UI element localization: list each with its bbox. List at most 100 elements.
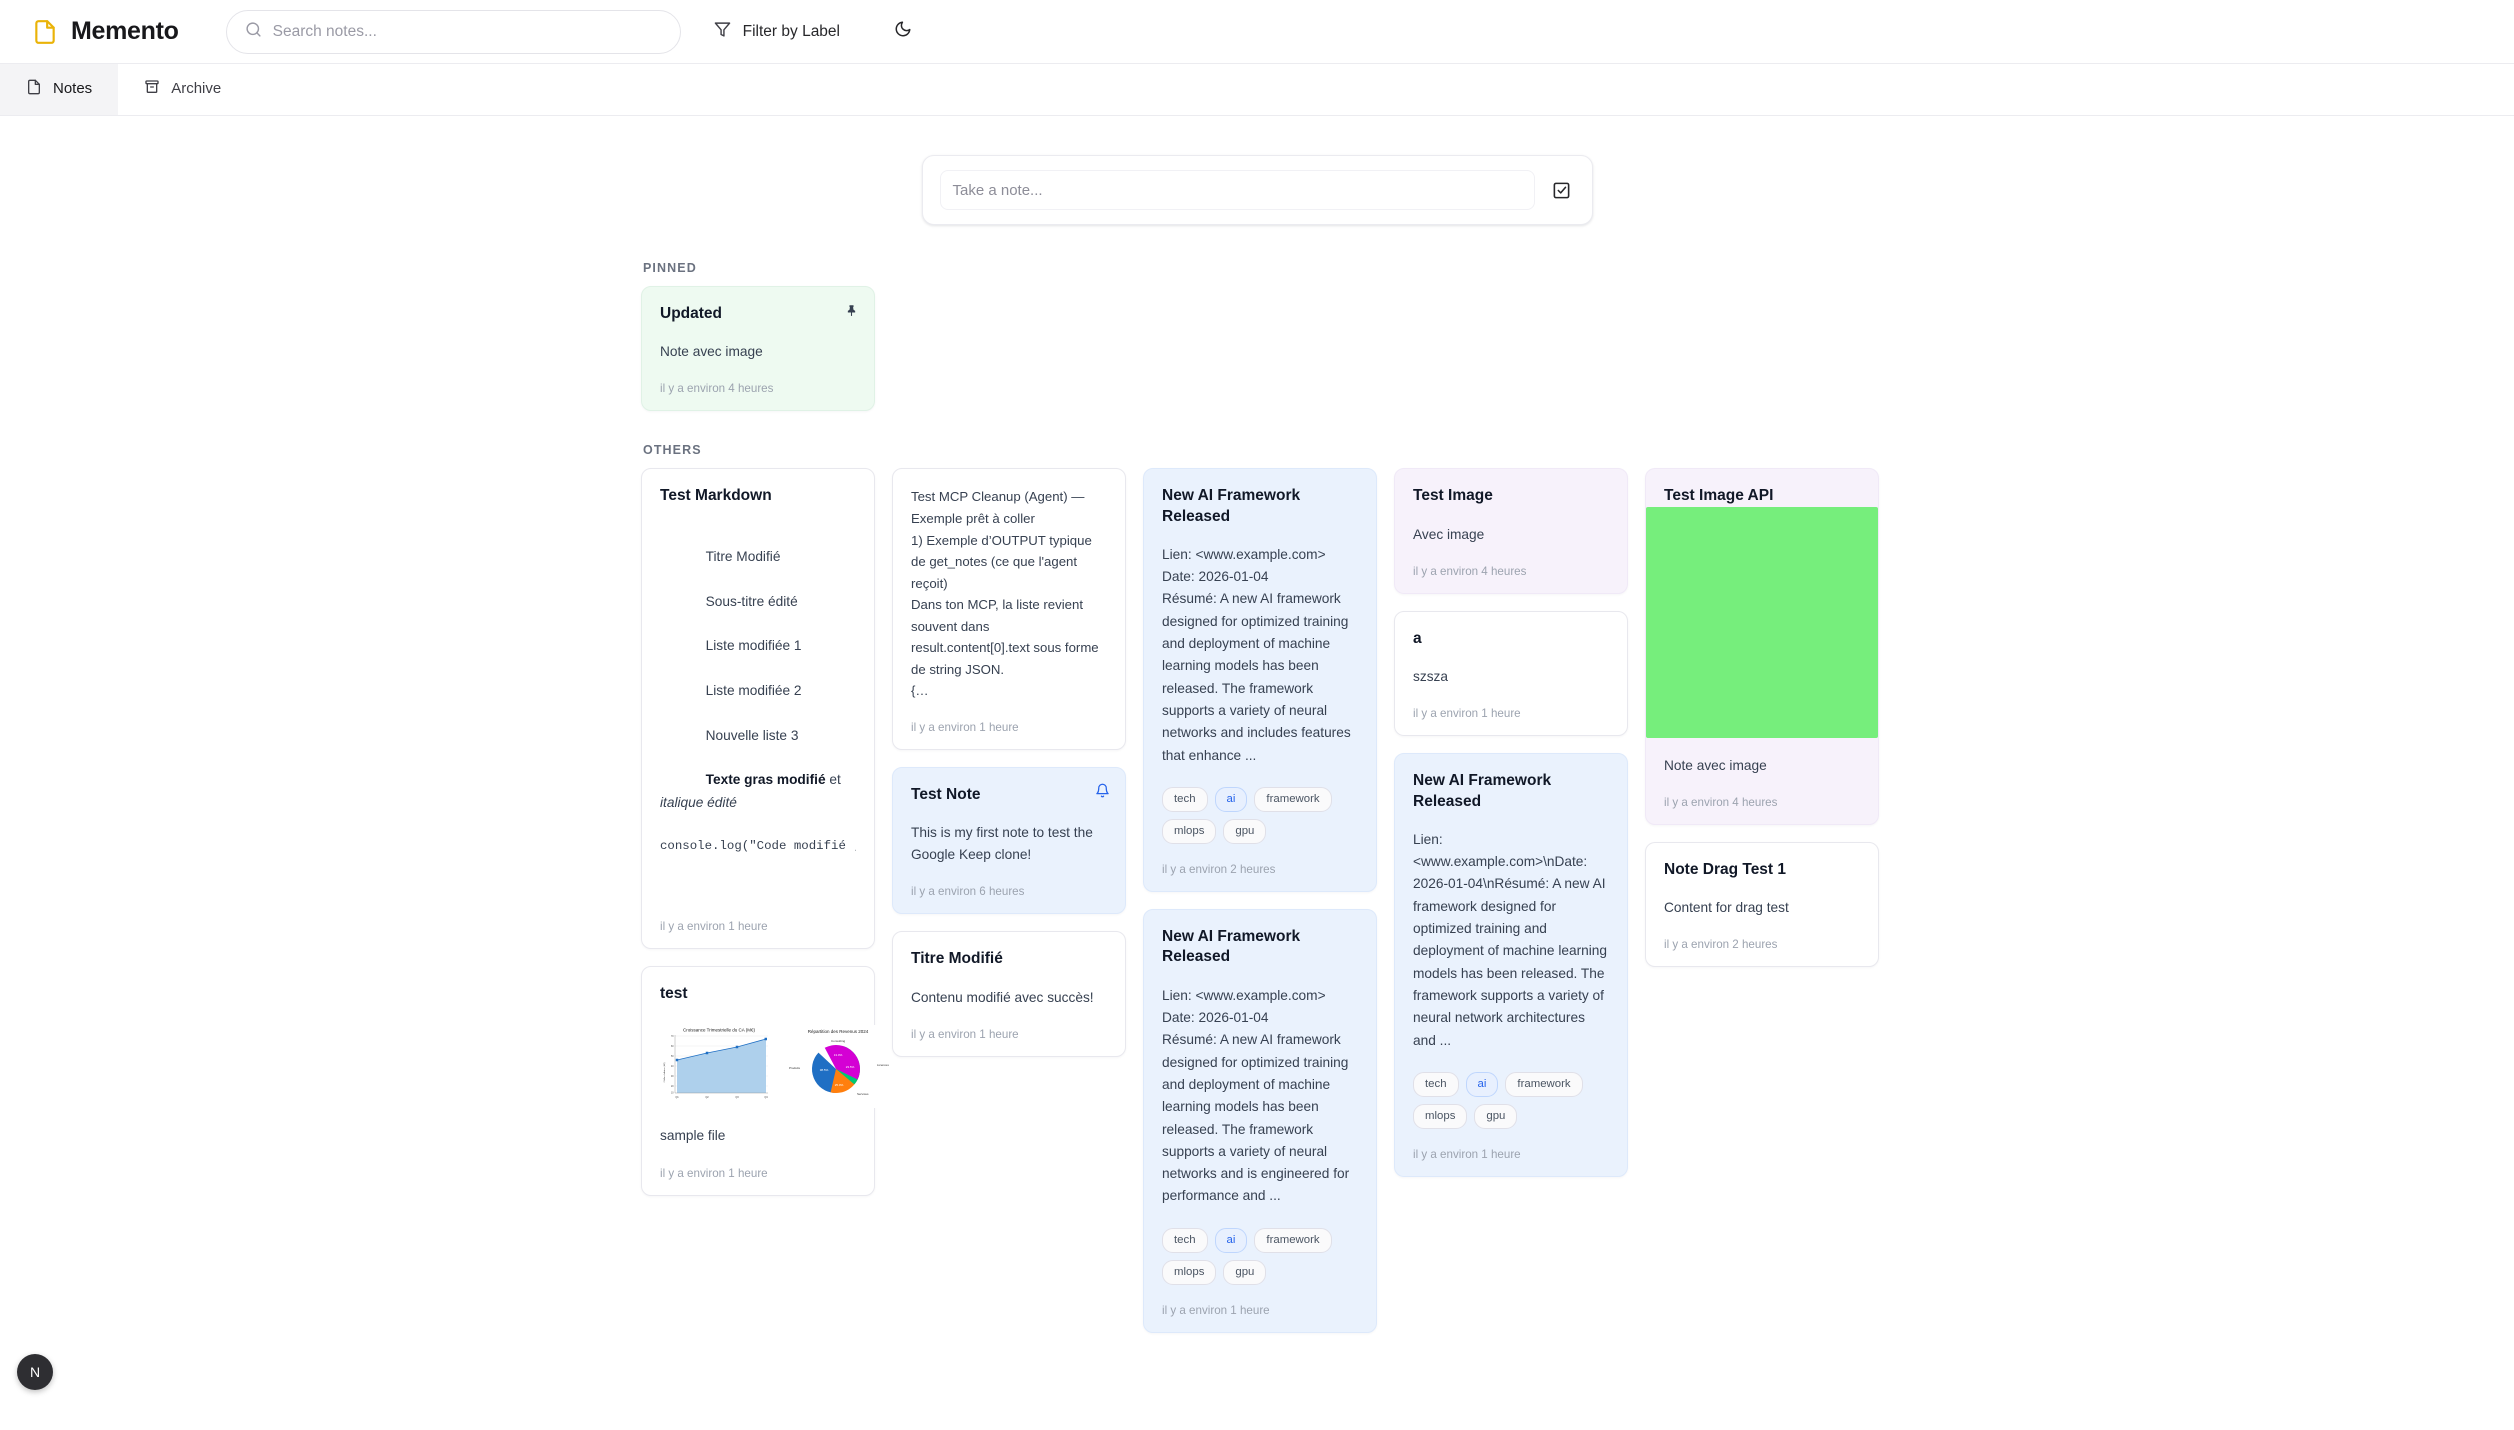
note-title: Titre Modifié: [911, 950, 1003, 968]
note-title: New AI Framework Released: [1162, 487, 1301, 525]
note-card[interactable]: Test Note This is my first note to test …: [892, 766, 1126, 915]
take-a-note-composer[interactable]: Take a note...: [921, 155, 1593, 225]
md-italic-text: italique édité: [660, 794, 737, 810]
note-card[interactable]: Updated Note avec image il y a environ 4…: [641, 286, 875, 412]
pinned-section-label: PINNED: [643, 261, 697, 275]
pie-chart-thumbnail[interactable]: Répartition des Revenus 2024: [782, 1025, 894, 1109]
svg-text:20: 20: [671, 1086, 674, 1088]
tag-chip[interactable]: ai: [1214, 1227, 1248, 1253]
brand: Memento: [26, 17, 179, 47]
note-card[interactable]: test Croissance Trimestrielle du CA (M€): [641, 966, 894, 1196]
tag-chip[interactable]: ai: [1465, 1071, 1499, 1098]
tag-chip[interactable]: framework: [1505, 1071, 1583, 1098]
tag-chip[interactable]: ai: [1214, 787, 1248, 813]
note-card[interactable]: New AI Framework Released Lien: <www.exa…: [1394, 753, 1628, 1178]
note-card[interactable]: New AI Framework Released Lien: <www.exa…: [1143, 468, 1377, 893]
note-date: il y a environ 1 heure: [911, 720, 1019, 734]
note-date: il y a environ 6 heures: [911, 885, 1025, 899]
filter-by-label-button[interactable]: Filter by Label: [706, 15, 848, 49]
note-card[interactable]: a szsza il y a environ 1 heure: [1394, 610, 1628, 737]
note-card[interactable]: Titre Modifié Contenu modifié avec succè…: [892, 931, 1126, 1057]
svg-text:38.5%: 38.5%: [820, 1068, 829, 1072]
tag-chip[interactable]: gpu: [1474, 1104, 1518, 1130]
tab-archive-label: Archive: [171, 80, 222, 97]
tag-chip[interactable]: tech: [1413, 1071, 1459, 1098]
search-input[interactable]: [272, 22, 662, 41]
checkbox-check-icon[interactable]: [1549, 177, 1575, 203]
note-body: Test MCP Cleanup (Agent) — Exemple prêt …: [911, 489, 1099, 699]
bell-icon[interactable]: [1093, 782, 1111, 800]
note-body: Content for drag test: [1664, 900, 1789, 916]
svg-text:Q4: Q4: [764, 1096, 768, 1099]
note-tags: tech ai framework mlops gpu: [1162, 787, 1358, 845]
search-box[interactable]: [225, 9, 681, 54]
tag-chip[interactable]: tech: [1162, 787, 1208, 813]
md-line: Liste modifiée 1: [705, 638, 802, 654]
note-date: il y a environ 1 heure: [660, 1166, 768, 1180]
svg-text:23.5%: 23.5%: [846, 1065, 855, 1069]
note-body: Note avec image: [660, 344, 763, 360]
note-card[interactable]: Test Markdown Titre Modifié Sous-titre é…: [641, 468, 875, 950]
svg-text:25.0%: 25.0%: [835, 1083, 844, 1087]
md-plain-text: et: [825, 772, 845, 788]
note-title: New AI Framework Released: [1162, 928, 1301, 966]
user-avatar-button[interactable]: N: [17, 1354, 53, 1390]
pin-icon[interactable]: [842, 301, 860, 319]
notes-column-1: Test Markdown Titre Modifié Sous-titre é…: [641, 468, 894, 1196]
md-line: Titre Modifié: [705, 548, 781, 564]
svg-text:Chiffre d'affaires (M€): Chiffre d'affaires (M€): [663, 1062, 666, 1082]
note-card[interactable]: Test MCP Cleanup (Agent) — Exemple prêt …: [892, 468, 1126, 750]
note-card[interactable]: New AI Framework Released Lien: <www.exa…: [1143, 909, 1377, 1334]
app-title: Memento: [71, 17, 179, 45]
note-title: Test Image API: [1664, 487, 1774, 505]
svg-text:Licences: Licences: [877, 1063, 889, 1067]
note-title: a: [1413, 629, 1422, 647]
pinned-columns: Updated Note avec image il y a environ 4…: [641, 286, 2514, 412]
svg-text:Q2: Q2: [705, 1096, 709, 1099]
note-card[interactable]: Test Image API Note avec image il y a en…: [1645, 468, 1879, 825]
tab-notes[interactable]: Notes: [0, 64, 119, 115]
tag-chip[interactable]: mlops: [1162, 819, 1217, 845]
notes-board: Take a note... PINNED: [0, 116, 2514, 1430]
md-line: Sous-titre édité: [705, 593, 798, 609]
tag-chip[interactable]: mlops: [1162, 1259, 1217, 1286]
user-avatar-initial: N: [29, 1364, 41, 1380]
svg-text:70: 70: [671, 1036, 674, 1038]
search-icon: [245, 21, 262, 43]
note-image-attachment[interactable]: [1646, 506, 1878, 738]
composer-row: Take a note...: [0, 116, 2514, 225]
svg-text:Q1: Q1: [675, 1096, 679, 1099]
note-body: sample file: [660, 1128, 726, 1144]
tag-chip[interactable]: tech: [1162, 1227, 1208, 1253]
note-body: Contenu modifié avec succès!: [911, 989, 1094, 1005]
tab-archive[interactable]: Archive: [118, 64, 247, 115]
note-body: Note avec image: [1664, 757, 1767, 773]
note-date: il y a environ 4 heures: [1664, 795, 1778, 809]
md-line: Nouvelle liste 3: [705, 727, 799, 743]
note-card[interactable]: Test Image Avec image il y a environ 4 h…: [1394, 468, 1628, 594]
note-body: This is my first note to test the Google…: [911, 824, 1097, 863]
svg-text:10: 10: [671, 1093, 674, 1095]
tag-chip[interactable]: gpu: [1223, 819, 1267, 845]
note-date: il y a environ 4 heures: [1413, 564, 1527, 578]
note-title: test: [660, 985, 688, 1003]
note-title: Test Markdown: [660, 487, 772, 505]
notes-column-2: Test MCP Cleanup (Agent) — Exemple prêt …: [892, 468, 1126, 1057]
note-tags: tech ai framework mlops gpu: [1162, 1227, 1358, 1286]
note-card[interactable]: Note Drag Test 1 Content for drag test i…: [1645, 841, 1879, 968]
note-title: New AI Framework Released: [1413, 772, 1552, 810]
area-chart-thumbnail[interactable]: Croissance Trimestrielle du CA (M€): [660, 1025, 772, 1109]
tag-chip[interactable]: framework: [1254, 787, 1332, 813]
moon-icon: [894, 20, 912, 43]
tag-chip[interactable]: framework: [1254, 1227, 1332, 1253]
filter-by-label-text: Filter by Label: [742, 22, 840, 40]
archive-box-icon: [144, 79, 160, 99]
svg-text:Répartition des Revenus 2024: Répartition des Revenus 2024: [808, 1029, 869, 1034]
notes-column-3: New AI Framework Released Lien: <www.exa…: [1143, 468, 1377, 1334]
note-date: il y a environ 1 heure: [1413, 1148, 1521, 1162]
take-a-note-input[interactable]: Take a note...: [939, 170, 1535, 210]
theme-toggle-button[interactable]: [886, 15, 920, 49]
svg-text:60: 60: [671, 1046, 674, 1048]
tag-chip[interactable]: gpu: [1223, 1259, 1267, 1286]
tag-chip[interactable]: mlops: [1413, 1104, 1468, 1130]
